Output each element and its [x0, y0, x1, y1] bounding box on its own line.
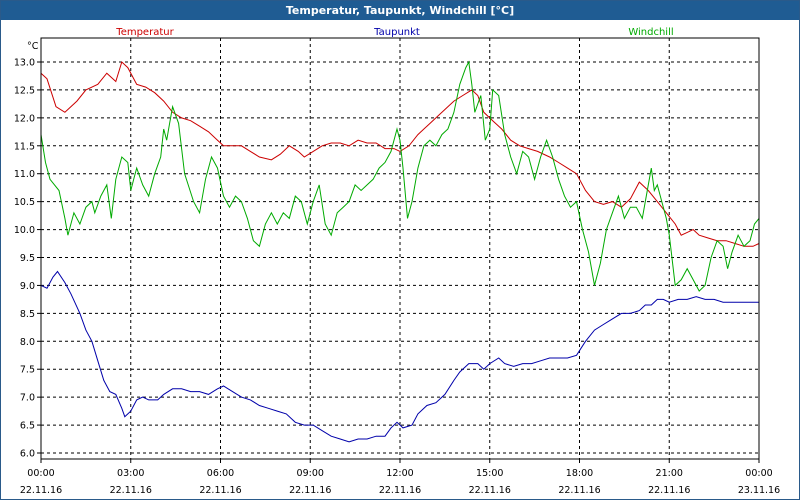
series-line-windchill — [40, 60, 760, 292]
legend: Temperatur Taupunkt Windchill — [115, 27, 673, 38]
x-tick-date: 22.11.16 — [199, 485, 241, 496]
y-axis-ticks: 13.0 12.5 12.0 11.5 11.0 10.5 10.0 9.5 9.0 8.5 8.0… — [14, 58, 41, 460]
x-tick-time: 03:00 — [117, 468, 144, 479]
x-tick-date: 23.11.16 — [738, 485, 780, 496]
x-tick-date: 22.11.16 — [110, 485, 152, 496]
window-title: Temperatur, Taupunkt, Windchill [°C] — [1, 1, 799, 20]
x-tick-date: 22.11.16 — [379, 485, 421, 496]
grid-lines — [41, 38, 759, 459]
y-tick-label: 13.0 — [14, 58, 35, 69]
y-tick-label: 9.0 — [20, 281, 35, 292]
series-line-taupunkt — [40, 270, 759, 443]
y-tick-label: 6.5 — [20, 421, 35, 432]
x-tick-date: 22.11.16 — [558, 485, 600, 496]
y-tick-label: 10.5 — [14, 197, 35, 208]
x-tick-time: 21:00 — [656, 468, 683, 479]
x-tick-date: 22.11.16 — [20, 485, 62, 496]
legend-item-temperatur: Temperatur — [115, 27, 174, 38]
x-tick-time: 00:00 — [27, 468, 54, 479]
x-tick-time: 18:00 — [566, 468, 593, 479]
y-tick-label: 7.0 — [20, 393, 35, 404]
y-tick-label: 8.0 — [20, 337, 35, 348]
y-tick-label: 7.5 — [20, 365, 35, 376]
legend-item-windchill: Windchill — [628, 27, 673, 38]
y-tick-label: 9.5 — [20, 253, 35, 264]
x-tick-time: 06:00 — [207, 468, 234, 479]
y-tick-label: 11.0 — [14, 169, 35, 180]
series-lines — [40, 60, 760, 443]
y-tick-label: 11.5 — [14, 141, 35, 152]
y-tick-label: 10.0 — [14, 225, 35, 236]
x-tick-time: 09:00 — [297, 468, 324, 479]
y-tick-label: 8.5 — [20, 309, 35, 320]
legend-item-taupunkt: Taupunkt — [373, 27, 420, 38]
x-tick-time: 15:00 — [476, 468, 503, 479]
series-line-temperatur — [40, 61, 760, 247]
x-tick-time: 12:00 — [386, 468, 413, 479]
y-tick-label: 12.5 — [14, 85, 35, 96]
y-tick-label: 12.0 — [14, 113, 35, 124]
y-tick-label: 6.0 — [20, 449, 35, 460]
x-tick-date: 22.11.16 — [648, 485, 690, 496]
x-tick-time: 00:00 — [745, 468, 772, 479]
x-tick-date: 22.11.16 — [469, 485, 511, 496]
y-axis-label: °C — [27, 41, 39, 52]
x-axis-ticks: 00:00 22.11.16 03:00 22.11.16 06:00 22.11.16 0… — [20, 459, 780, 496]
x-tick-date: 22.11.16 — [289, 485, 331, 496]
